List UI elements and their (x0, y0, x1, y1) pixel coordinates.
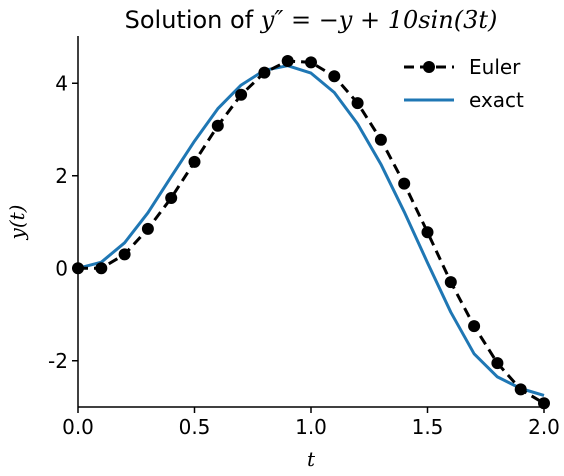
data-point-euler (328, 70, 341, 83)
y-axis-label: y(t) (5, 205, 29, 241)
series-line-exact (77, 64, 545, 397)
data-point-euler (165, 192, 178, 204)
chart-title-prefix: Solution of (125, 6, 261, 34)
plot-area (72, 55, 550, 410)
chart-title-equation: y″ = −y + 10sin(3t) (260, 6, 498, 34)
data-point-euler (141, 222, 154, 235)
x-axis-label: t (307, 447, 316, 471)
x-tick-label: 0.0 (62, 415, 94, 439)
data-point-euler (444, 276, 457, 289)
legend-euler-marker (423, 61, 435, 73)
data-point-euler (211, 119, 224, 132)
x-tick-label: 1.0 (295, 415, 327, 439)
data-point-euler (258, 66, 271, 79)
data-point-euler (95, 262, 108, 275)
chart-title: Solution of y″ = −y + 10sin(3t) (125, 6, 498, 34)
data-point-euler (118, 248, 131, 261)
data-point-euler (491, 357, 504, 370)
data-point-euler (235, 88, 248, 101)
data-point-euler (351, 97, 364, 110)
data-point-euler (514, 383, 527, 396)
x-tick-label: 2.0 (528, 415, 560, 439)
y-tick-label: 0 (55, 256, 68, 280)
data-point-euler (398, 177, 411, 190)
ticks: 0.0 0.5 1.0 1.5 2.0 -2 0 2 4 (48, 71, 560, 439)
data-point-euler (374, 133, 387, 146)
x-tick-label: 0.5 (179, 415, 211, 439)
data-point-euler (305, 56, 317, 69)
legend-exact-label: exact (469, 88, 524, 112)
data-point-euler (188, 155, 201, 168)
legend-euler-label: Euler (469, 55, 521, 79)
data-point-euler (468, 320, 481, 333)
data-point-euler (281, 55, 294, 67)
y-tick-label: -2 (48, 349, 68, 373)
y-tick-label: 4 (55, 71, 68, 95)
data-point-euler (421, 226, 434, 239)
x-tick-label: 1.5 (412, 415, 444, 439)
y-tick-label: 2 (55, 164, 68, 188)
legend: Euler exact (404, 55, 524, 112)
